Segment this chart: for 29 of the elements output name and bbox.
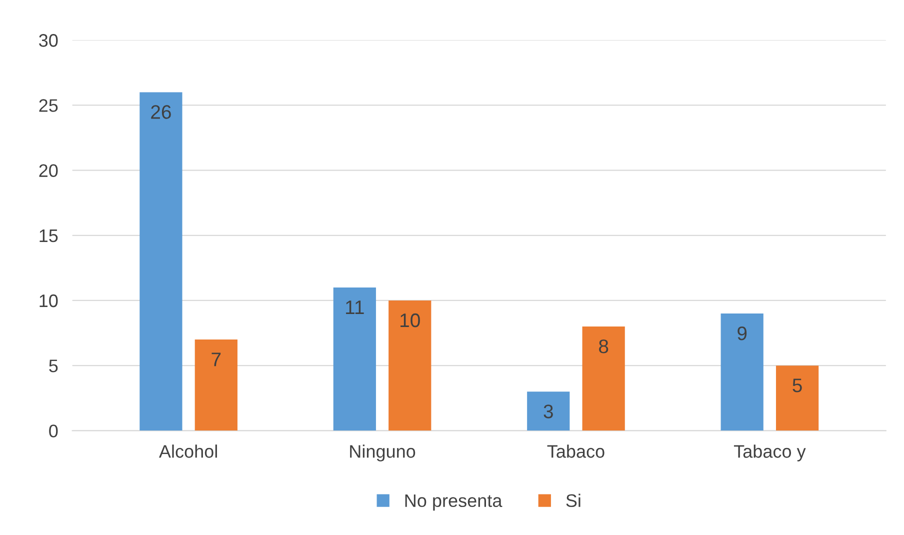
x-tick-label: Tabaco xyxy=(547,444,604,458)
bar xyxy=(527,392,570,431)
legend-label: Si xyxy=(566,494,580,508)
data-label: 11 xyxy=(346,300,364,314)
bar xyxy=(388,300,432,431)
y-tick-label: 0 xyxy=(49,424,58,438)
y-tick-label: 15 xyxy=(40,230,58,242)
data-label: 5 xyxy=(792,378,802,392)
bar xyxy=(140,92,182,431)
data-label: 10 xyxy=(400,313,420,328)
y-tick-label: 20 xyxy=(39,164,58,178)
y-tick-label: 25 xyxy=(39,99,58,112)
bar xyxy=(194,340,238,431)
data-label: 9 xyxy=(738,326,747,340)
bar xyxy=(776,366,819,431)
bar xyxy=(582,326,625,431)
data-label: 26 xyxy=(151,105,171,119)
y-tick-label: 10 xyxy=(40,294,58,308)
x-tick-label: Alcohol xyxy=(158,444,217,458)
y-tick-label: 5 xyxy=(49,360,58,372)
data-label: 7 xyxy=(212,352,221,366)
bar xyxy=(720,314,764,431)
x-tick-label: Tabaco y xyxy=(734,444,806,462)
legend-label: No presenta xyxy=(405,494,502,511)
bar xyxy=(333,287,376,431)
data-label: 3 xyxy=(544,404,553,418)
data-label: 8 xyxy=(599,339,608,354)
y-tick-label: 30 xyxy=(39,34,58,47)
x-tick-label: Ninguno xyxy=(350,444,416,462)
